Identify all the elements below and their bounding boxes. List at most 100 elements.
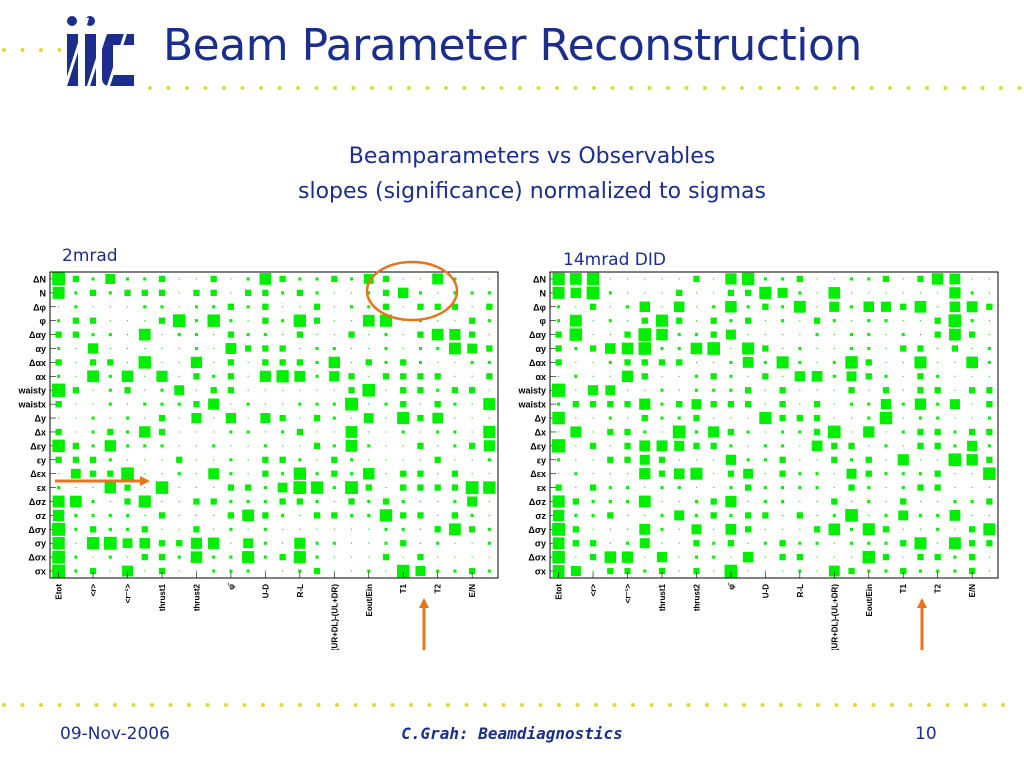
- matrix-cell: [677, 486, 681, 490]
- matrix-cell: [557, 305, 561, 309]
- matrix-cell: [331, 470, 338, 477]
- matrix-cell: [155, 481, 169, 494]
- row-label: αx: [35, 372, 46, 382]
- matrix-cell: [225, 343, 237, 354]
- dot: [925, 86, 929, 90]
- matrix-cell: [641, 373, 648, 380]
- matrix-cell: [144, 375, 146, 377]
- matrix-cell: [368, 542, 370, 544]
- matrix-cell: [108, 402, 112, 406]
- row-label: Δy: [35, 414, 46, 424]
- matrix-cell: [178, 278, 180, 280]
- matrix-cell: [52, 564, 66, 578]
- row-label: ΔN: [33, 274, 46, 284]
- dot: [573, 86, 578, 90]
- matrix-cell: [551, 383, 566, 397]
- matrix-cell: [558, 375, 560, 377]
- matrix-cell: [678, 500, 680, 503]
- matrix-cell: [350, 513, 354, 517]
- matrix-cell: [141, 289, 148, 296]
- matrix-cell: [262, 289, 269, 296]
- matrix-cell: [124, 387, 131, 394]
- matrix-cell: [644, 556, 646, 558]
- matrix-cell: [918, 513, 922, 517]
- matrix-cell: [282, 389, 284, 391]
- matrix-cell: [190, 537, 203, 549]
- matrix-cell: [225, 412, 237, 424]
- matrix-cell: [176, 540, 183, 547]
- matrix-cell: [161, 334, 163, 336]
- col-label: thrust2: [692, 583, 701, 611]
- matrix-cell: [363, 274, 374, 284]
- matrix-cell: [902, 375, 904, 377]
- matrix-cell: [609, 278, 611, 280]
- matrix-cell: [400, 512, 407, 519]
- dot: [39, 48, 43, 52]
- matrix-cell: [144, 459, 146, 461]
- matrix-cell: [730, 347, 732, 350]
- matrix-cell: [609, 334, 611, 336]
- matrix-cell: [470, 360, 474, 364]
- matrix-cell: [827, 425, 841, 439]
- matrix-cell: [589, 554, 597, 561]
- matrix-cell: [57, 374, 61, 378]
- matrix-cell: [471, 473, 473, 475]
- matrix-cell: [969, 387, 976, 394]
- matrix-cell: [350, 458, 354, 462]
- matrix-cell: [608, 360, 612, 364]
- row-label: Δεx: [530, 469, 546, 479]
- matrix-cell: [966, 454, 978, 466]
- matrix-cell: [384, 527, 388, 531]
- matrix-cell: [936, 402, 940, 406]
- matrix-cell: [350, 277, 354, 281]
- dot: [409, 703, 413, 707]
- matrix-cell: [262, 303, 269, 310]
- matrix-cell: [713, 570, 715, 572]
- dot: [703, 86, 707, 90]
- matrix-frame: [49, 271, 499, 579]
- matrix-cell: [75, 347, 77, 350]
- matrix-cell: [850, 500, 853, 503]
- row-label: σx: [535, 567, 546, 577]
- matrix-cell: [626, 486, 630, 490]
- matrix-cell: [143, 402, 147, 406]
- matrix-cell: [487, 458, 491, 462]
- matrix-cell: [661, 500, 663, 503]
- matrix-cell: [850, 292, 853, 294]
- matrix-cell: [104, 481, 117, 494]
- matrix-cell: [350, 472, 354, 476]
- dot: [721, 86, 726, 90]
- matrix-cell: [832, 513, 836, 517]
- dot: [2, 48, 6, 52]
- dot: [203, 86, 208, 90]
- matrix-cell: [279, 554, 286, 561]
- dot: [296, 86, 300, 90]
- matrix-cell: [419, 278, 422, 280]
- matrix-cell: [437, 445, 439, 447]
- matrix-cell: [345, 426, 358, 438]
- matrix-cell: [902, 417, 904, 419]
- matrix-cell: [345, 397, 358, 411]
- matrix-frame: [549, 271, 999, 579]
- matrix-cell: [467, 343, 478, 354]
- matrix-cell: [384, 402, 388, 406]
- matrix-cell: [988, 556, 990, 558]
- matrix-cell: [695, 306, 698, 308]
- matrix-cell: [639, 440, 651, 452]
- col-label: Etot: [55, 584, 64, 600]
- matrix-cell: [488, 389, 490, 391]
- matrix-cell: [348, 387, 355, 394]
- matrix-cell: [885, 431, 887, 433]
- matrix-cell: [213, 459, 215, 461]
- matrix-cell: [660, 402, 664, 406]
- matrix-cell: [298, 458, 302, 462]
- col-label: (UR+DL)-(UL+DR): [830, 584, 839, 650]
- matrix-cell: [988, 278, 990, 280]
- matrix-cell: [488, 473, 490, 475]
- footer-author: C.Grah: Beamdiagnostics: [401, 724, 623, 743]
- matrix-cell: [781, 486, 785, 490]
- dot: [980, 86, 985, 90]
- matrix-cell: [779, 387, 786, 394]
- dot: [464, 703, 469, 707]
- matrix-cell: [419, 459, 422, 461]
